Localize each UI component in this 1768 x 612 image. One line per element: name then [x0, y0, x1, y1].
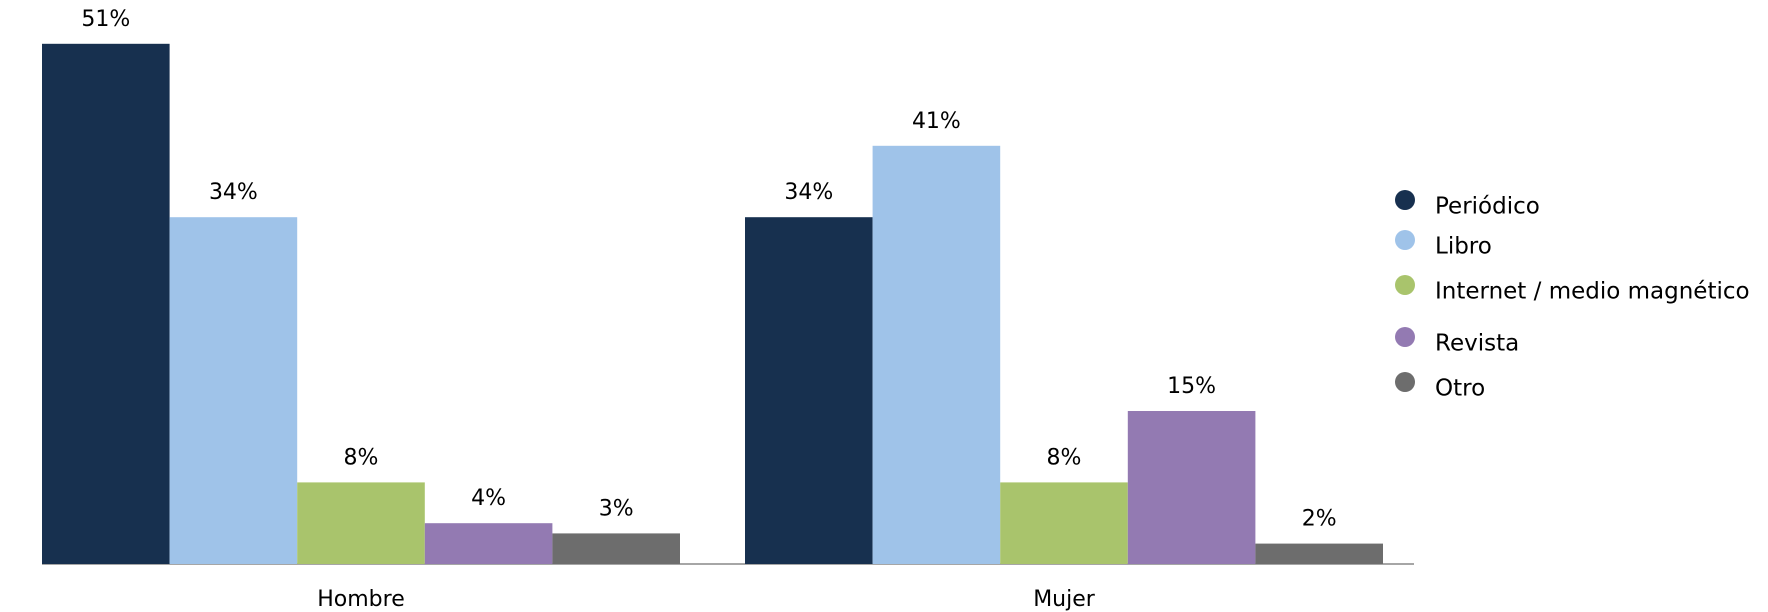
- bar: [1127, 411, 1256, 564]
- x-tick-label: Mujer: [1033, 587, 1096, 612]
- bar: [424, 523, 553, 564]
- data-label: 51%: [81, 7, 130, 32]
- legend-marker: [1395, 327, 1415, 347]
- data-label: 15%: [1167, 374, 1216, 399]
- data-label: 41%: [912, 109, 961, 134]
- legend-label: Libro: [1435, 234, 1492, 260]
- legend-label: Otro: [1435, 376, 1485, 402]
- bar: [1255, 543, 1383, 564]
- bar: [745, 217, 873, 564]
- bar: [297, 482, 425, 564]
- data-label: 3%: [599, 496, 634, 521]
- data-label: 8%: [1047, 445, 1082, 470]
- legend-label: Periódico: [1435, 194, 1540, 220]
- legend-marker: [1395, 190, 1415, 210]
- bar: [169, 217, 298, 564]
- data-label: 8%: [344, 445, 379, 470]
- bar: [872, 145, 1001, 565]
- data-label: 2%: [1302, 507, 1337, 532]
- data-label: 4%: [471, 486, 506, 511]
- bar: [1000, 482, 1128, 564]
- bar: [552, 533, 680, 564]
- data-label: 34%: [209, 180, 258, 205]
- bar: [42, 43, 170, 565]
- legend-marker: [1395, 372, 1415, 392]
- data-label: 34%: [784, 180, 833, 205]
- legend-label: Internet / medio magnético: [1435, 279, 1750, 305]
- x-tick-label: Hombre: [317, 587, 405, 612]
- legend-label: Revista: [1435, 331, 1519, 357]
- legend-marker: [1395, 275, 1415, 295]
- legend-marker: [1395, 230, 1415, 250]
